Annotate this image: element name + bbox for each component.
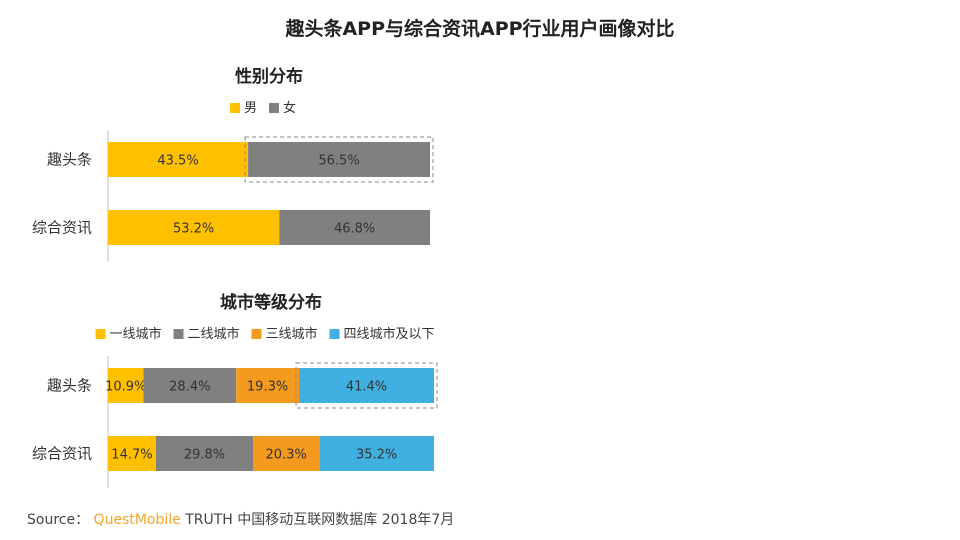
chart-title: 城市等级分布 — [220, 292, 322, 313]
bar-1-1 — [279, 210, 430, 245]
data-label-1-0: 53.2% — [173, 222, 214, 237]
bar-0-3 — [299, 368, 434, 403]
bar-1-1 — [155, 436, 254, 471]
legend-label-0: 男 — [244, 101, 257, 116]
category-label-0: 趣头条 — [47, 377, 92, 395]
bar-0-1 — [143, 368, 237, 403]
legend-label-1: 二线城市 — [188, 326, 240, 342]
data-label-1-1: 46.8% — [334, 222, 375, 237]
source-prefix: Source： — [27, 512, 90, 528]
category-label-0: 趣头条 — [47, 151, 92, 169]
bar-0-2 — [236, 368, 300, 403]
data-label-0-1: 28.4% — [169, 380, 210, 395]
legend-label-2: 三线城市 — [266, 326, 318, 342]
chart-age: 年龄分布24岁以下25-30岁31-35岁36-40岁41岁以上趣头条29.1%… — [480, 60, 960, 275]
data-label-0-0: 43.5% — [157, 154, 198, 169]
data-label-1-2: 20.3% — [266, 448, 307, 463]
legend-label-0: 一线城市 — [110, 326, 162, 342]
legend-swatch-1 — [173, 329, 184, 339]
bar-0-0 — [108, 368, 144, 403]
bar-0-1 — [248, 142, 430, 177]
bar-1-0 — [108, 436, 156, 471]
data-label-0-1: 56.5% — [318, 154, 359, 169]
source-brand: QuestMobile — [93, 512, 181, 528]
legend-swatch-1 — [269, 103, 279, 113]
data-label-0-3: 41.4% — [346, 380, 387, 395]
category-label-1: 综合资讯 — [32, 445, 92, 463]
legend-swatch-0 — [230, 103, 240, 113]
source-suffix: TRUTH 中国移动互联网数据库 2018年7月 — [185, 512, 455, 528]
highlight-box — [295, 362, 438, 409]
chart-consumption: 线上消费意愿分布高中低趣头条19.9%42.2%37.9%综合资讯15.5%36… — [480, 286, 960, 501]
data-label-0-0: 10.9% — [105, 380, 146, 395]
page-title: 趣头条APP与综合资讯APP行业用户画像对比 — [285, 18, 675, 40]
legend-swatch-3 — [329, 329, 340, 339]
category-label-1: 综合资讯 — [32, 219, 92, 237]
highlight-box — [244, 136, 434, 183]
legend-swatch-2 — [251, 329, 262, 339]
bar-0-0 — [108, 142, 249, 177]
data-label-0-2: 19.3% — [247, 380, 288, 395]
legend-swatch-0 — [95, 329, 106, 339]
chart-title: 性别分布 — [235, 66, 303, 87]
data-label-1-3: 35.2% — [356, 448, 397, 463]
data-label-1-1: 29.8% — [184, 448, 225, 463]
data-label-1-0: 14.7% — [111, 448, 152, 463]
source-note: Source： QuestMobile TRUTH 中国移动互联网数据库 201… — [27, 509, 454, 529]
legend-label-3: 四线城市及以下 — [344, 326, 435, 342]
bar-1-3 — [319, 436, 434, 471]
bar-1-2 — [253, 436, 320, 471]
bar-1-0 — [108, 210, 280, 245]
legend-label-1: 女 — [283, 100, 296, 116]
